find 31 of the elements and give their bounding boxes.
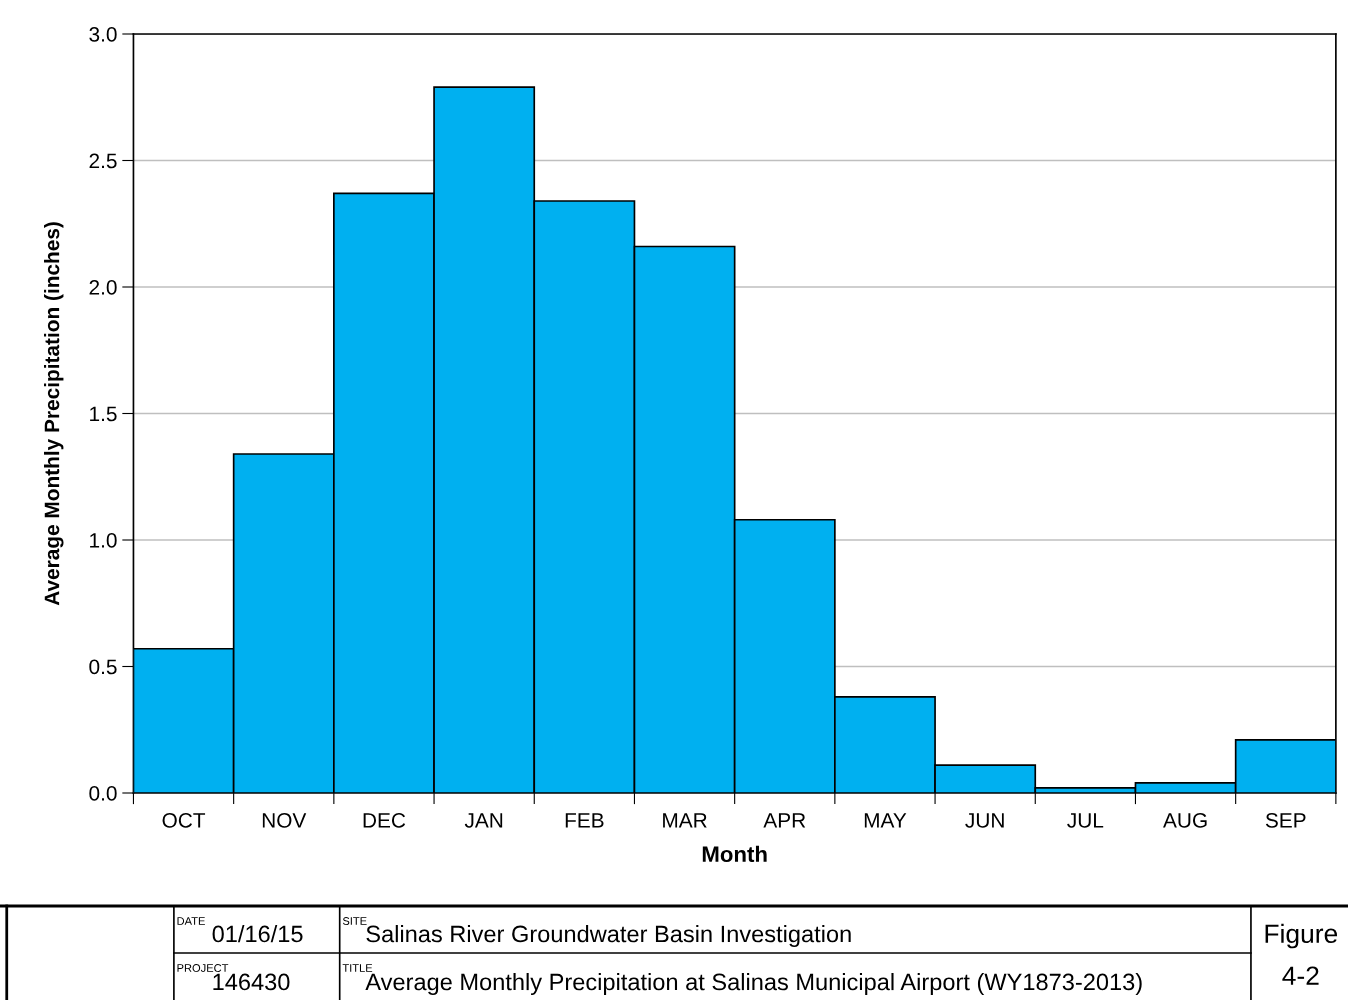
text: PROJECT <box>177 964 229 972</box>
x-tick-label: MAY <box>864 813 907 828</box>
text: SITE <box>342 917 367 925</box>
y-tick-label: 2.0 <box>89 280 117 295</box>
y-tick-label: 0.5 <box>89 659 117 675</box>
y-tick-label: 3.0 <box>89 27 117 42</box>
x-tick-label: JUN <box>965 813 1004 828</box>
y-tick-label: 1.5 <box>90 406 117 422</box>
text: Average Monthly Precipitation at Salinas Municipal Airport (WY1873-2013) <box>365 972 1142 996</box>
y-tick-label: 1.0 <box>90 533 117 548</box>
x-tick-label: JUL <box>1067 813 1104 828</box>
x-tick-label: NOV <box>262 812 307 828</box>
text: DATE <box>177 917 205 925</box>
text: 146430 <box>213 973 290 991</box>
y-tick-label: 2.5 <box>89 153 117 169</box>
x-tick-label: JAN <box>464 813 503 828</box>
x-tick-label: DEC <box>363 812 406 828</box>
x-tick-label: FEB <box>565 813 604 828</box>
text: Salinas River Groundwater Basin Investigation <box>366 924 851 948</box>
x-tick-label: AUG <box>1163 812 1207 828</box>
text: Figure <box>1265 923 1338 949</box>
text: TITLE <box>342 964 373 972</box>
x-axis-title: Month <box>702 845 767 863</box>
x-tick-label: MAR <box>663 813 707 828</box>
x-tick-label: SEP <box>1265 812 1306 828</box>
y-axis-title: Average Monthly Precipitation (inches) <box>44 222 64 606</box>
x-tick-label: APR <box>763 813 806 828</box>
y-tick-label: 0.0 <box>89 786 117 801</box>
text: 4-2 <box>1282 966 1319 985</box>
x-tick-label: OCT <box>162 812 206 828</box>
text: 01/16/15 <box>212 924 303 943</box>
